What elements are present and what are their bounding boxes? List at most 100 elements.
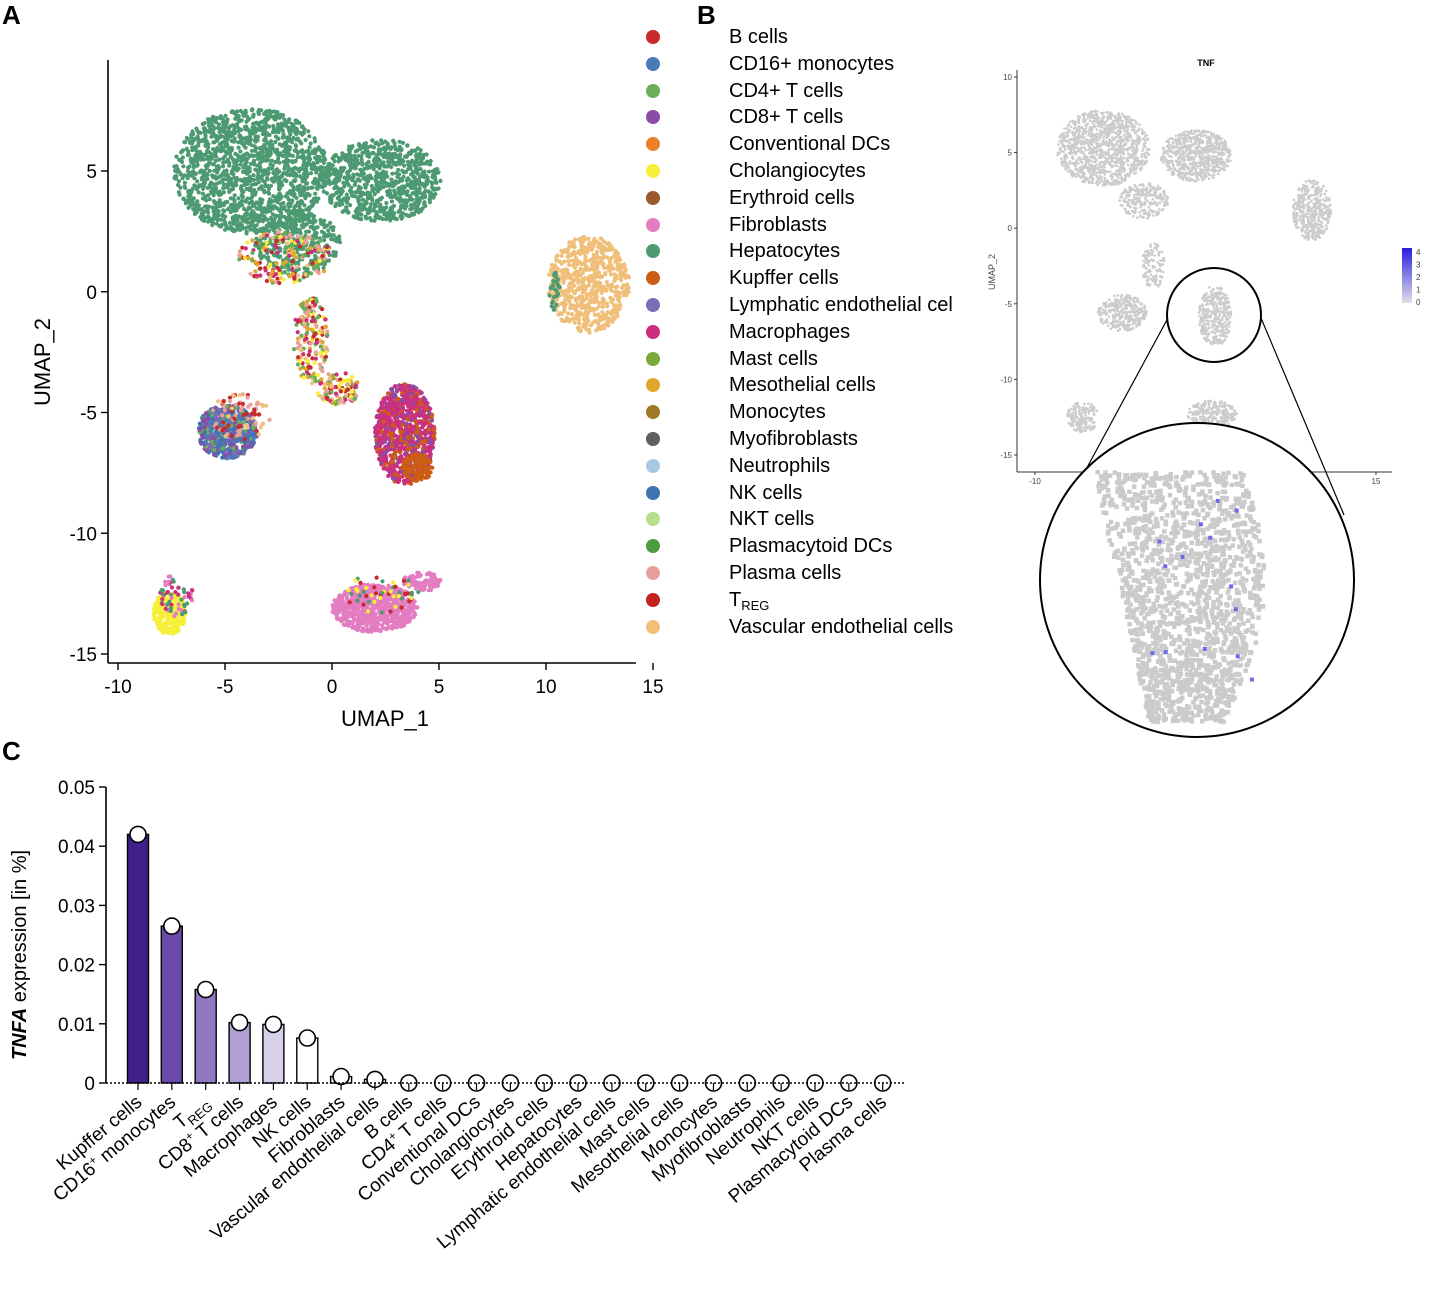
umap-point	[252, 412, 257, 417]
umap-point	[329, 225, 334, 230]
umap-point	[355, 158, 360, 163]
umap-point	[240, 245, 245, 250]
umap-point	[607, 260, 612, 265]
umap-point	[195, 163, 200, 168]
umap-point	[368, 208, 374, 213]
umap-point	[234, 227, 239, 232]
umap-point	[250, 219, 255, 224]
umap-point	[295, 234, 300, 239]
umap-point	[372, 218, 377, 223]
umap-point	[562, 259, 567, 264]
umap-point	[575, 262, 580, 267]
umap-point	[601, 244, 606, 249]
umap-point	[298, 166, 303, 171]
umap-point	[313, 302, 318, 307]
umap-point	[251, 113, 256, 118]
umap-point	[312, 139, 318, 144]
umap-point	[279, 180, 284, 185]
umap-point	[438, 178, 443, 183]
umap-point	[261, 245, 266, 250]
umap-point	[253, 215, 258, 221]
umap-point	[365, 166, 370, 171]
umap-point	[226, 423, 231, 428]
umap-point	[268, 205, 273, 210]
umap-point	[567, 297, 572, 302]
umap-point	[234, 114, 239, 119]
umap-point	[309, 185, 314, 190]
umap-point	[275, 250, 280, 255]
umap-point	[313, 147, 318, 152]
umap-point	[224, 223, 229, 228]
umap-point	[283, 246, 288, 252]
umap-point	[186, 165, 191, 170]
umap-point	[623, 269, 628, 274]
umap-point	[264, 240, 269, 245]
umap-point	[262, 190, 267, 195]
umap-point	[293, 204, 298, 209]
umap-point	[244, 167, 250, 172]
umap-point	[287, 117, 292, 122]
umap-point	[299, 141, 304, 146]
umap-point	[297, 244, 302, 249]
umap-point	[326, 228, 331, 233]
umap-point	[428, 162, 433, 167]
umap-point	[299, 223, 304, 228]
umap-point	[262, 146, 267, 151]
umap-point	[286, 202, 291, 207]
umap-point	[399, 191, 405, 196]
umap-point	[352, 153, 357, 158]
umap-point	[399, 178, 404, 183]
umap-point	[302, 337, 307, 342]
umap-point	[333, 204, 338, 209]
umap-point	[559, 268, 564, 274]
umap-point	[341, 180, 346, 185]
umap-point	[236, 118, 241, 123]
umap-point	[266, 109, 271, 114]
umap-point	[288, 221, 294, 227]
umap-point	[259, 200, 264, 205]
umap-point	[345, 170, 350, 175]
umap-point	[244, 171, 249, 176]
umap-point	[568, 317, 573, 323]
umap-point	[222, 227, 228, 232]
umap-point	[343, 157, 348, 162]
umap-point	[255, 138, 260, 143]
umap-point	[370, 138, 375, 143]
umap-point	[297, 204, 302, 209]
umap-point	[411, 191, 417, 196]
umap-point	[256, 180, 261, 185]
umap-point	[256, 246, 262, 251]
umap-point	[258, 160, 263, 165]
umap-point	[353, 209, 358, 214]
umap-point	[262, 168, 267, 173]
umap-point	[281, 113, 286, 118]
umap-point	[298, 359, 303, 364]
umap-point	[234, 176, 239, 181]
umap-point	[380, 141, 385, 146]
umap-point	[241, 451, 246, 456]
umap-point	[258, 266, 263, 271]
umap-point	[601, 255, 606, 260]
umap-point	[250, 416, 255, 421]
umap-point	[216, 164, 221, 169]
umap-point	[214, 221, 219, 226]
umap-point	[618, 303, 623, 308]
umap-point	[612, 272, 617, 277]
umap-point	[586, 245, 591, 250]
umap-point	[289, 235, 294, 240]
umap-point	[299, 191, 304, 196]
umap-point	[209, 117, 214, 122]
umap-point	[239, 118, 244, 123]
umap-point	[269, 158, 274, 163]
umap-point	[285, 194, 290, 199]
umap-point	[551, 294, 557, 300]
umap-point	[304, 166, 309, 171]
umap-point	[220, 120, 226, 125]
umap-point	[375, 162, 380, 167]
umap-point	[380, 216, 385, 222]
umap-point	[193, 154, 198, 159]
umap-point	[388, 218, 393, 223]
umap-point	[214, 421, 219, 426]
umap-point	[343, 153, 348, 158]
umap-point	[195, 179, 200, 184]
